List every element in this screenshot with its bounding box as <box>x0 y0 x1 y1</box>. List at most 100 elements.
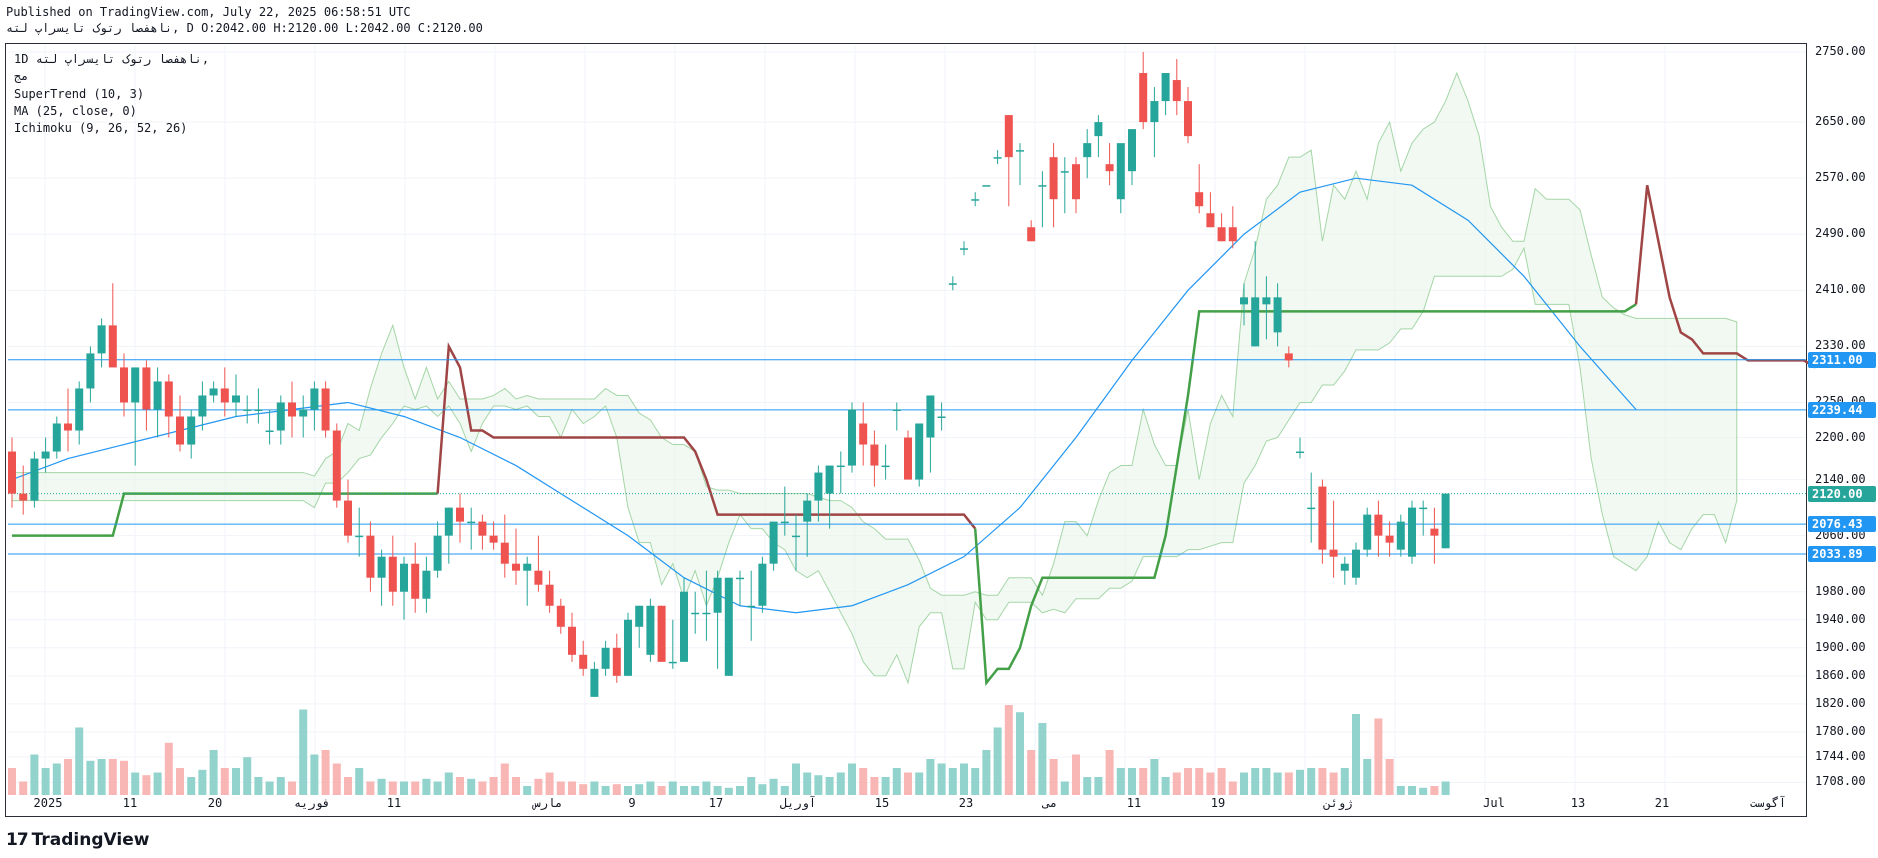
candle <box>646 605 655 655</box>
volume-bar <box>792 763 800 795</box>
candle <box>702 612 711 615</box>
candle <box>1296 451 1304 454</box>
volume-bar <box>299 709 308 795</box>
price-line-tag[interactable]: 2311.00 <box>1808 351 1876 368</box>
volume-bar <box>1430 786 1439 795</box>
time-tick-label: 15 <box>874 796 890 810</box>
price-line-tag[interactable]: 2076.43 <box>1808 516 1876 533</box>
volume-bar <box>769 778 778 795</box>
time-tick-label: 23 <box>958 796 974 810</box>
legend-symbol: 1D ناهفصا رتوک تایسراپ لته, <box>14 52 210 66</box>
candle <box>780 521 789 524</box>
volume-bar <box>1262 768 1271 795</box>
candle <box>1228 227 1237 242</box>
tradingview-logo-icon: 17 <box>6 830 29 850</box>
volume-bar <box>1206 772 1215 795</box>
candle <box>579 654 588 669</box>
volume-bar <box>1217 768 1226 795</box>
candle <box>1352 549 1360 578</box>
price-tick-label: 1744.00 <box>1815 749 1866 764</box>
price-tick-label: 1900.00 <box>1815 639 1866 654</box>
volume-bar <box>1273 772 1282 795</box>
volume-bar <box>52 763 61 795</box>
price-line-tag[interactable]: 2239.44 <box>1808 401 1876 418</box>
volume-bar <box>1128 768 1136 795</box>
volume-bar <box>388 781 397 795</box>
volume-bar <box>1352 714 1360 795</box>
volume-bar <box>1340 768 1349 795</box>
volume-bar <box>545 772 554 795</box>
candle <box>680 591 688 662</box>
time-tick-label: 2025 <box>33 796 63 810</box>
volume-bar <box>1105 750 1114 795</box>
volume-bar <box>1408 786 1416 795</box>
candle <box>881 465 890 468</box>
price-line-tag[interactable]: 2033.89 <box>1808 545 1876 562</box>
volume-bar <box>1228 781 1237 795</box>
time-tick-label: ژوئن <box>1323 796 1353 810</box>
brand-name: TradingView <box>31 830 150 850</box>
volume-bar <box>1139 768 1148 795</box>
candle <box>1262 297 1271 305</box>
volume-bar <box>30 754 39 795</box>
candle <box>534 570 543 585</box>
price-tick-label: 2570.00 <box>1815 170 1866 185</box>
candle <box>1094 122 1103 137</box>
time-tick-label: 19 <box>1210 796 1226 810</box>
volume-bar <box>467 778 476 795</box>
candle <box>377 556 386 578</box>
candle <box>1139 73 1148 123</box>
volume-bar <box>1284 772 1293 795</box>
volume-bar <box>19 781 28 795</box>
candle <box>892 409 901 411</box>
volume-bar <box>1329 772 1338 795</box>
candle <box>758 563 767 606</box>
volume-bar <box>971 768 980 795</box>
volume-bar <box>75 727 84 795</box>
legend-ichimoku[interactable]: Ichimoku (9, 26, 52, 26) <box>14 121 188 135</box>
legend-supertrend[interactable]: SuperTrend (10, 3) <box>14 87 145 101</box>
candle <box>568 626 576 655</box>
volume-bar <box>1027 750 1036 795</box>
volume-bar <box>310 754 319 795</box>
last-price-tag: 2120.00 <box>1808 485 1876 502</box>
volume-bar <box>803 772 812 795</box>
chart-frame[interactable] <box>5 43 1807 817</box>
volume-bar <box>691 786 700 795</box>
time-tick-label: 17 <box>708 796 724 810</box>
volume-bar <box>904 772 912 795</box>
time-tick-label: فوریه <box>293 796 331 810</box>
volume-bar <box>1385 759 1394 795</box>
candle <box>993 157 1002 159</box>
candle <box>1251 297 1260 347</box>
volume-bar <box>993 727 1002 795</box>
volume-bar <box>534 778 543 795</box>
candle <box>400 563 408 592</box>
volume-bar <box>635 784 644 795</box>
candle <box>523 563 532 571</box>
price-tick-label: 2410.00 <box>1815 282 1866 297</box>
candle <box>1083 143 1092 158</box>
candle <box>724 577 733 676</box>
time-tick-label: آوریل <box>779 796 817 810</box>
candle <box>332 430 341 501</box>
volume-bar <box>153 772 162 795</box>
candle <box>792 535 800 538</box>
time-tick-label: Jul <box>1483 796 1505 810</box>
candle <box>478 521 487 536</box>
candle <box>1419 507 1428 510</box>
volume-bar <box>836 772 845 795</box>
candle <box>131 367 140 403</box>
candle <box>388 556 397 592</box>
candle <box>467 521 476 524</box>
volume-bar <box>568 781 576 795</box>
candle <box>1049 157 1058 200</box>
candle <box>232 395 240 403</box>
time-tick-label: 13 <box>1570 796 1586 810</box>
candle <box>836 465 845 468</box>
legend-ma[interactable]: MA (25, close, 0) <box>14 104 137 118</box>
volume-bar <box>164 742 173 795</box>
volume-bar <box>848 763 856 795</box>
candle <box>153 381 162 410</box>
